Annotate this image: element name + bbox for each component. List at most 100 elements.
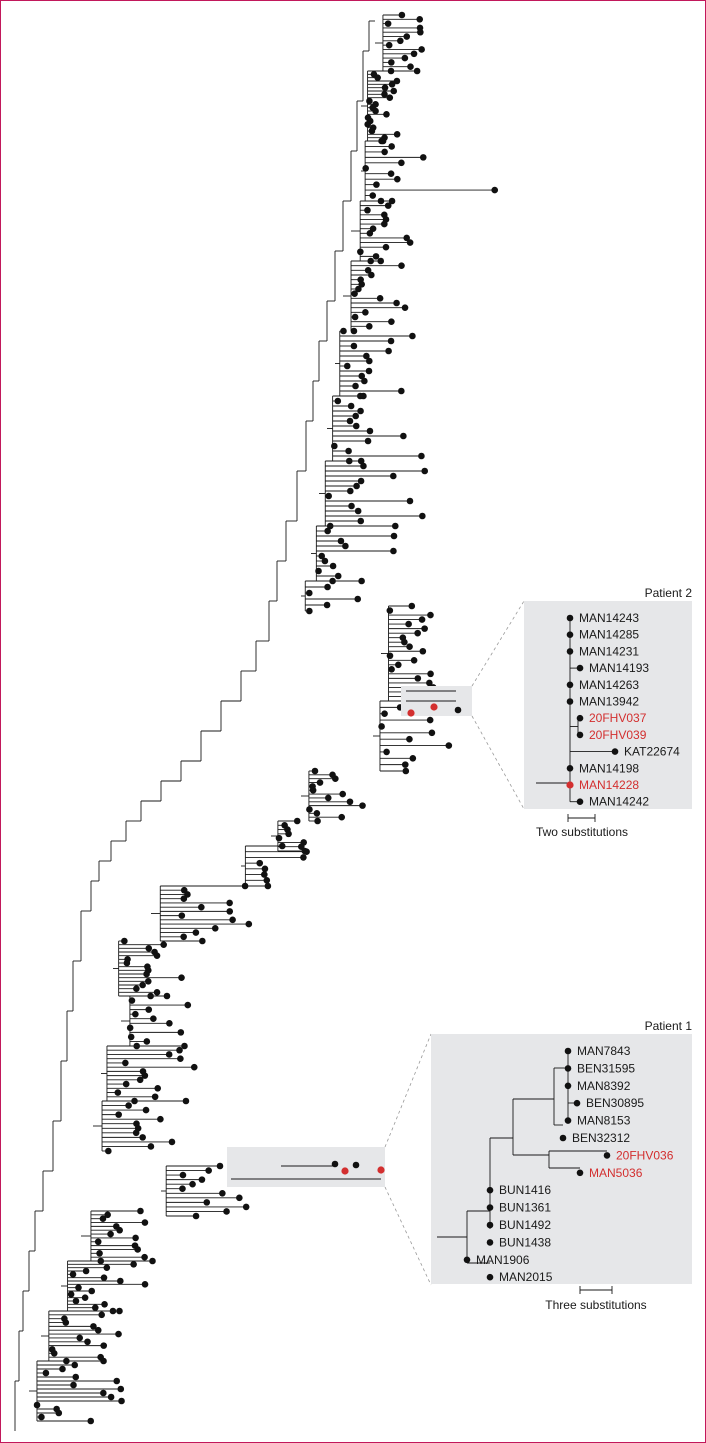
- tip-node: [192, 1212, 200, 1220]
- tip-node: [318, 552, 326, 560]
- tip-node: [369, 225, 377, 232]
- tip-node: [179, 1171, 187, 1179]
- main-phylogenetic-tree: [14, 11, 499, 1431]
- tip-node: [403, 234, 410, 242]
- patient1-tip-label: BUN1492: [499, 1218, 551, 1232]
- tip-node: [418, 452, 425, 460]
- tip-node: [428, 729, 436, 737]
- tip-node: [87, 1417, 95, 1425]
- tip-node: [365, 323, 373, 330]
- tip-node: [101, 1301, 108, 1308]
- tip-node: [198, 1176, 206, 1183]
- tip-node: [229, 916, 236, 924]
- tip-node: [377, 257, 385, 265]
- tip-node: [115, 1330, 122, 1338]
- tip-node: [383, 111, 390, 118]
- patient2-red-tip: [430, 703, 438, 711]
- tip-node: [153, 952, 161, 959]
- tip-node: [414, 675, 422, 682]
- inset1-tip-node: [486, 1273, 494, 1281]
- tip-node: [192, 929, 200, 936]
- patient1-connector-top: [384, 1033, 432, 1148]
- tip-node: [205, 1167, 212, 1174]
- patient1-tip-label: BEN30895: [586, 1096, 644, 1110]
- tip-node: [406, 497, 414, 505]
- tip-node: [364, 267, 372, 274]
- tip-node: [402, 767, 410, 775]
- tip-node: [398, 262, 405, 269]
- patient1-tip-label: MAN7843: [577, 1044, 631, 1058]
- tip-node: [306, 806, 313, 813]
- tip-node: [130, 1261, 137, 1268]
- tip-node: [386, 652, 394, 660]
- tip-node: [179, 1185, 186, 1193]
- tip-node: [94, 1326, 102, 1334]
- patient1-tip-label: MAN5036: [589, 1166, 643, 1180]
- tip-node: [378, 723, 385, 730]
- patient2-tip-label: MAN14242: [589, 795, 649, 809]
- patient2-tip-label: MAN14193: [589, 661, 649, 675]
- tip-node: [388, 318, 395, 325]
- patient2-red-tip: [407, 709, 415, 717]
- tip-node: [107, 1393, 115, 1401]
- tip-node: [99, 1215, 107, 1222]
- tip-node: [33, 1401, 41, 1409]
- tip-node: [400, 432, 407, 440]
- tip-node: [397, 37, 404, 45]
- tip-node: [38, 1413, 45, 1421]
- tip-node: [132, 1010, 139, 1018]
- tip-node: [421, 625, 428, 632]
- tip-node: [381, 91, 388, 98]
- tip-node: [351, 313, 359, 321]
- tip-node: [395, 661, 402, 669]
- tip-node: [141, 1072, 149, 1079]
- tip-node: [361, 377, 368, 385]
- inset2-tip-node: [566, 765, 574, 772]
- tip-node: [181, 1042, 188, 1050]
- tip-node: [372, 253, 380, 260]
- patient1-inset-panel: [431, 1034, 692, 1284]
- tip-node: [132, 1234, 139, 1242]
- patient2-tip-label: MAN14243: [579, 611, 639, 625]
- patient2-connector-bottom: [471, 715, 525, 810]
- tip-node: [263, 876, 271, 884]
- inset1-tip-node: [486, 1239, 494, 1246]
- tip-node: [426, 679, 433, 687]
- tip-node: [357, 477, 365, 485]
- inset2-tip-node: [576, 731, 584, 739]
- tip-node: [364, 437, 372, 445]
- tip-node: [391, 522, 399, 530]
- tip-node: [199, 937, 206, 945]
- tip-node: [324, 583, 331, 591]
- patient2-tip-label: MAN14263: [579, 678, 639, 692]
- tip-node: [116, 1307, 123, 1315]
- tip-node: [409, 754, 417, 762]
- tip-node: [107, 1230, 114, 1238]
- tip-node: [103, 1264, 111, 1271]
- tip-node: [358, 577, 365, 585]
- tip-node: [408, 602, 416, 610]
- tip-node: [145, 1006, 153, 1013]
- patient2-tip-label: MAN13942: [579, 695, 639, 709]
- tip-node: [325, 492, 332, 500]
- tip-node: [388, 666, 395, 673]
- tip-node: [419, 512, 426, 520]
- tip-node: [314, 817, 321, 825]
- tip-node: [418, 46, 425, 53]
- tip-node: [323, 601, 331, 609]
- patient2-tip-label: 20FHV037: [589, 711, 647, 725]
- tip-node: [366, 427, 374, 435]
- tip-node: [405, 620, 412, 628]
- tip-node: [115, 1111, 122, 1118]
- tip-node: [122, 1080, 130, 1088]
- patient2-tip-label: MAN14231: [579, 644, 639, 658]
- tip-node: [343, 362, 351, 370]
- tip-node: [285, 830, 292, 838]
- patient1-tip-label: MAN2015: [499, 1270, 553, 1284]
- tip-node: [59, 1365, 66, 1373]
- tip-node: [363, 352, 370, 360]
- tip-node: [121, 937, 128, 945]
- tip-node: [388, 143, 395, 150]
